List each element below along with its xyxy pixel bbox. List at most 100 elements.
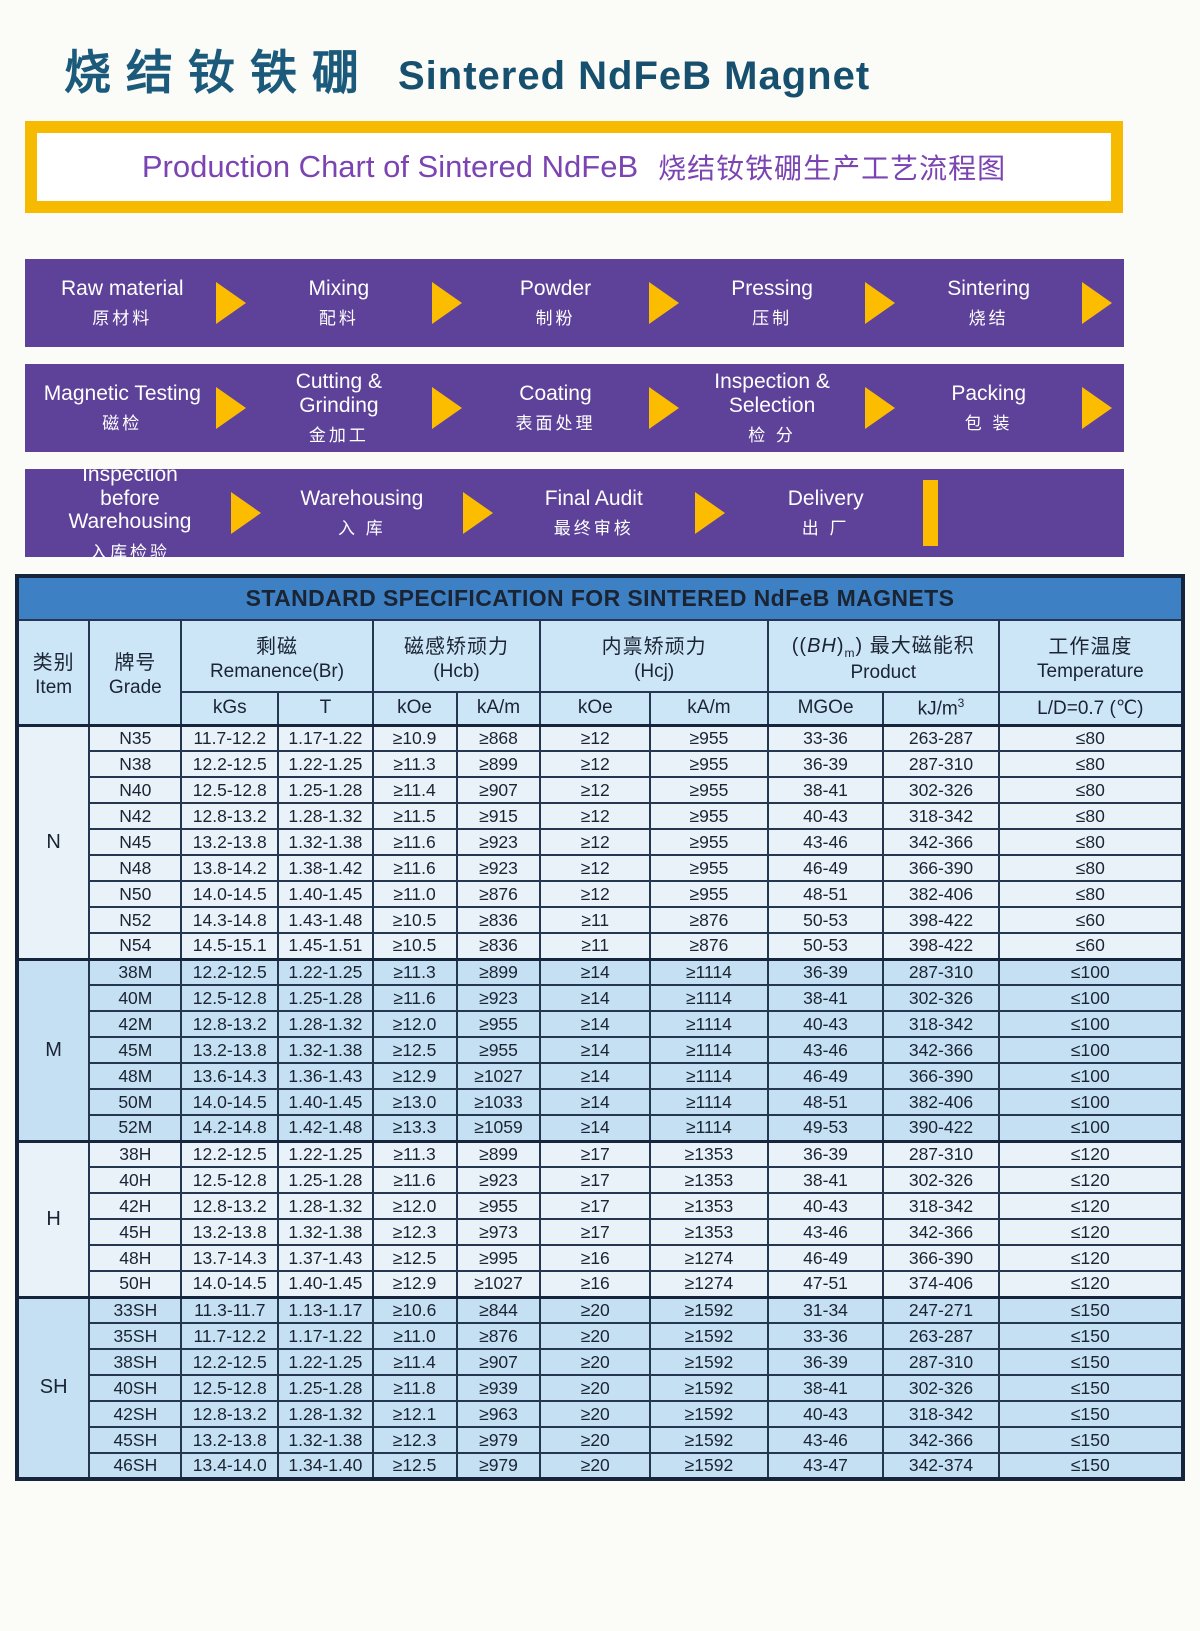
flow-step-label-en: Pressing	[731, 276, 813, 300]
value-cell: ≤80	[997, 828, 1185, 856]
col-header-hcb-en: (Hcb)	[433, 660, 480, 682]
value-cell: 1.43-1.48	[277, 906, 374, 934]
grade-cell: 38H	[88, 1139, 183, 1168]
value-cell: 12.2-12.5	[180, 750, 280, 778]
value-cell: 12.5-12.8	[180, 984, 280, 1012]
unit-koe-hcb: kOe	[371, 691, 458, 726]
table-row: 40H 12.5-12.8 1.25-1.28 ≥11.6 ≥923 ≥17 ≥1353 38…	[17, 1166, 1185, 1194]
grade-cell: N40	[88, 776, 183, 804]
value-cell: ≥12	[539, 802, 652, 830]
value-cell: ≥955	[649, 776, 769, 804]
value-cell: ≥10.6	[371, 1295, 458, 1324]
value-cell: 318-342	[882, 1400, 1000, 1428]
value-cell: ≥12	[539, 880, 652, 908]
col-header-grade-zh: 牌号	[114, 651, 157, 674]
page-title-zh: 烧结钕铁硼	[64, 46, 374, 99]
value-cell: 12.5-12.8	[180, 1374, 280, 1402]
value-cell: 11.3-11.7	[180, 1295, 280, 1324]
col-header-grade: 牌号 Grade	[88, 619, 183, 726]
value-cell: ≤150	[997, 1295, 1185, 1324]
value-cell: ≥17	[539, 1166, 652, 1194]
value-cell: 1.32-1.38	[277, 1426, 374, 1454]
value-cell: 38-41	[766, 984, 885, 1012]
value-cell: ≥923	[455, 984, 542, 1012]
value-cell: ≥979	[455, 1452, 542, 1480]
value-cell: 43-46	[766, 1426, 885, 1454]
grade-cell: 50M	[88, 1088, 183, 1116]
value-cell: 40-43	[766, 802, 885, 830]
table-row: N40 12.5-12.8 1.25-1.28 ≥11.4 ≥907 ≥12 ≥955 38-…	[17, 776, 1185, 804]
page-header: 烧结钕铁硼 Sintered NdFeB Magnet	[0, 0, 1200, 103]
col-header-remanence: 剩磁 Remanence(Br)	[180, 619, 374, 693]
value-cell: ≥1592	[649, 1400, 769, 1428]
item-group-H: H	[15, 1139, 91, 1298]
flow-step: Delivery 出 厂	[729, 487, 923, 540]
value-cell: 1.45-1.51	[277, 932, 374, 960]
value-cell: 33-36	[766, 723, 885, 752]
value-cell: 1.28-1.32	[277, 1192, 374, 1220]
grade-cell: N54	[88, 932, 183, 960]
value-cell: ≥12	[539, 723, 652, 752]
table-row: 50H 14.0-14.5 1.40-1.45 ≥12.9 ≥1027 ≥16 ≥1274 4…	[17, 1270, 1185, 1298]
table-row: 50M 14.0-14.5 1.40-1.45 ≥13.0 ≥1033 ≥14 ≥1114 4…	[17, 1088, 1185, 1116]
value-cell: ≥13.3	[371, 1114, 458, 1142]
flow-step-label-en: Inspection & Selection	[714, 369, 830, 417]
value-cell: ≥12.5	[371, 1244, 458, 1272]
col-header-grade-en: Grade	[108, 676, 162, 698]
unit-kam-hcb: kA/m	[455, 691, 542, 726]
table-row: 40M 12.5-12.8 1.25-1.28 ≥11.6 ≥923 ≥14 ≥1114 38…	[17, 984, 1185, 1012]
value-cell: ≥11.3	[371, 750, 458, 778]
flow-step-label-zh: 包 装	[964, 414, 1013, 434]
flow-step: Powder 制粉	[466, 277, 645, 330]
table-row: 45SH 13.2-13.8 1.32-1.38 ≥12.3 ≥979 ≥20 ≥1592 4…	[17, 1426, 1185, 1454]
arrow-right-icon	[462, 492, 493, 534]
value-cell: ≤100	[997, 957, 1185, 986]
value-cell: 342-366	[882, 1218, 1000, 1246]
value-cell: 50-53	[766, 906, 885, 934]
value-cell: 342-366	[882, 1426, 1000, 1454]
value-cell: ≥20	[539, 1295, 652, 1324]
value-cell: 14.5-15.1	[180, 932, 280, 960]
arrow-right-icon	[215, 282, 246, 324]
value-cell: ≥876	[649, 906, 769, 934]
grade-cell: 42M	[88, 1010, 183, 1038]
table-row: 48M 13.6-14.3 1.36-1.43 ≥12.9 ≥1027 ≥14 ≥1114 4…	[17, 1062, 1185, 1090]
table-row: 46SH 13.4-14.0 1.34-1.40 ≥12.5 ≥979 ≥20 ≥1592 4…	[17, 1452, 1185, 1480]
flow-step-label-zh: 入库检验	[89, 542, 170, 562]
table-row: SH 33SH 11.3-11.7 1.13-1.17 ≥10.6 ≥844 ≥20 ≥159…	[15, 1295, 1185, 1480]
value-cell: ≥20	[539, 1322, 652, 1350]
grade-cell: N38	[88, 750, 183, 778]
table-row: N45 13.2-13.8 1.32-1.38 ≥11.6 ≥923 ≥12 ≥955 43-…	[17, 828, 1185, 856]
unit-t: T	[277, 691, 374, 726]
value-cell: 302-326	[882, 1166, 1000, 1194]
value-cell: ≥12.0	[371, 1192, 458, 1220]
arrow-right-icon	[1081, 282, 1112, 324]
table-row: 52M 14.2-14.8 1.42-1.48 ≥13.3 ≥1059 ≥14 ≥1114 4…	[17, 1114, 1185, 1142]
value-cell: ≥836	[455, 932, 542, 960]
col-header-hcj: 内禀矫顽力 (Hcj)	[539, 619, 769, 693]
value-cell: ≤80	[997, 750, 1185, 778]
grade-cell: 40H	[88, 1166, 183, 1194]
flow-step: Raw material 原材料	[33, 277, 212, 330]
value-cell: 13.6-14.3	[180, 1062, 280, 1090]
value-cell: ≥1114	[649, 1088, 769, 1116]
value-cell: ≤150	[997, 1426, 1185, 1454]
value-cell: ≥11.4	[371, 1348, 458, 1376]
value-cell: ≥12.0	[371, 1010, 458, 1038]
value-cell: 366-390	[882, 854, 1000, 882]
arrow-right-icon	[865, 282, 896, 324]
col-header-hcj-en: (Hcj)	[634, 660, 675, 682]
value-cell: ≥11.6	[371, 1166, 458, 1194]
value-cell: 36-39	[766, 957, 885, 986]
col-header-item-en: Item	[35, 676, 73, 698]
value-cell: ≥14	[539, 1062, 652, 1090]
value-cell: ≤120	[997, 1166, 1185, 1194]
value-cell: 1.34-1.40	[277, 1452, 374, 1480]
flow-step-label-zh: 出 厂	[801, 519, 850, 539]
grade-cell: N42	[88, 802, 183, 830]
value-cell: ≥14	[539, 1114, 652, 1142]
value-cell: 43-46	[766, 1036, 885, 1064]
value-cell: ≥907	[455, 776, 542, 804]
value-cell: 36-39	[766, 1139, 885, 1168]
value-cell: ≥12.3	[371, 1426, 458, 1454]
